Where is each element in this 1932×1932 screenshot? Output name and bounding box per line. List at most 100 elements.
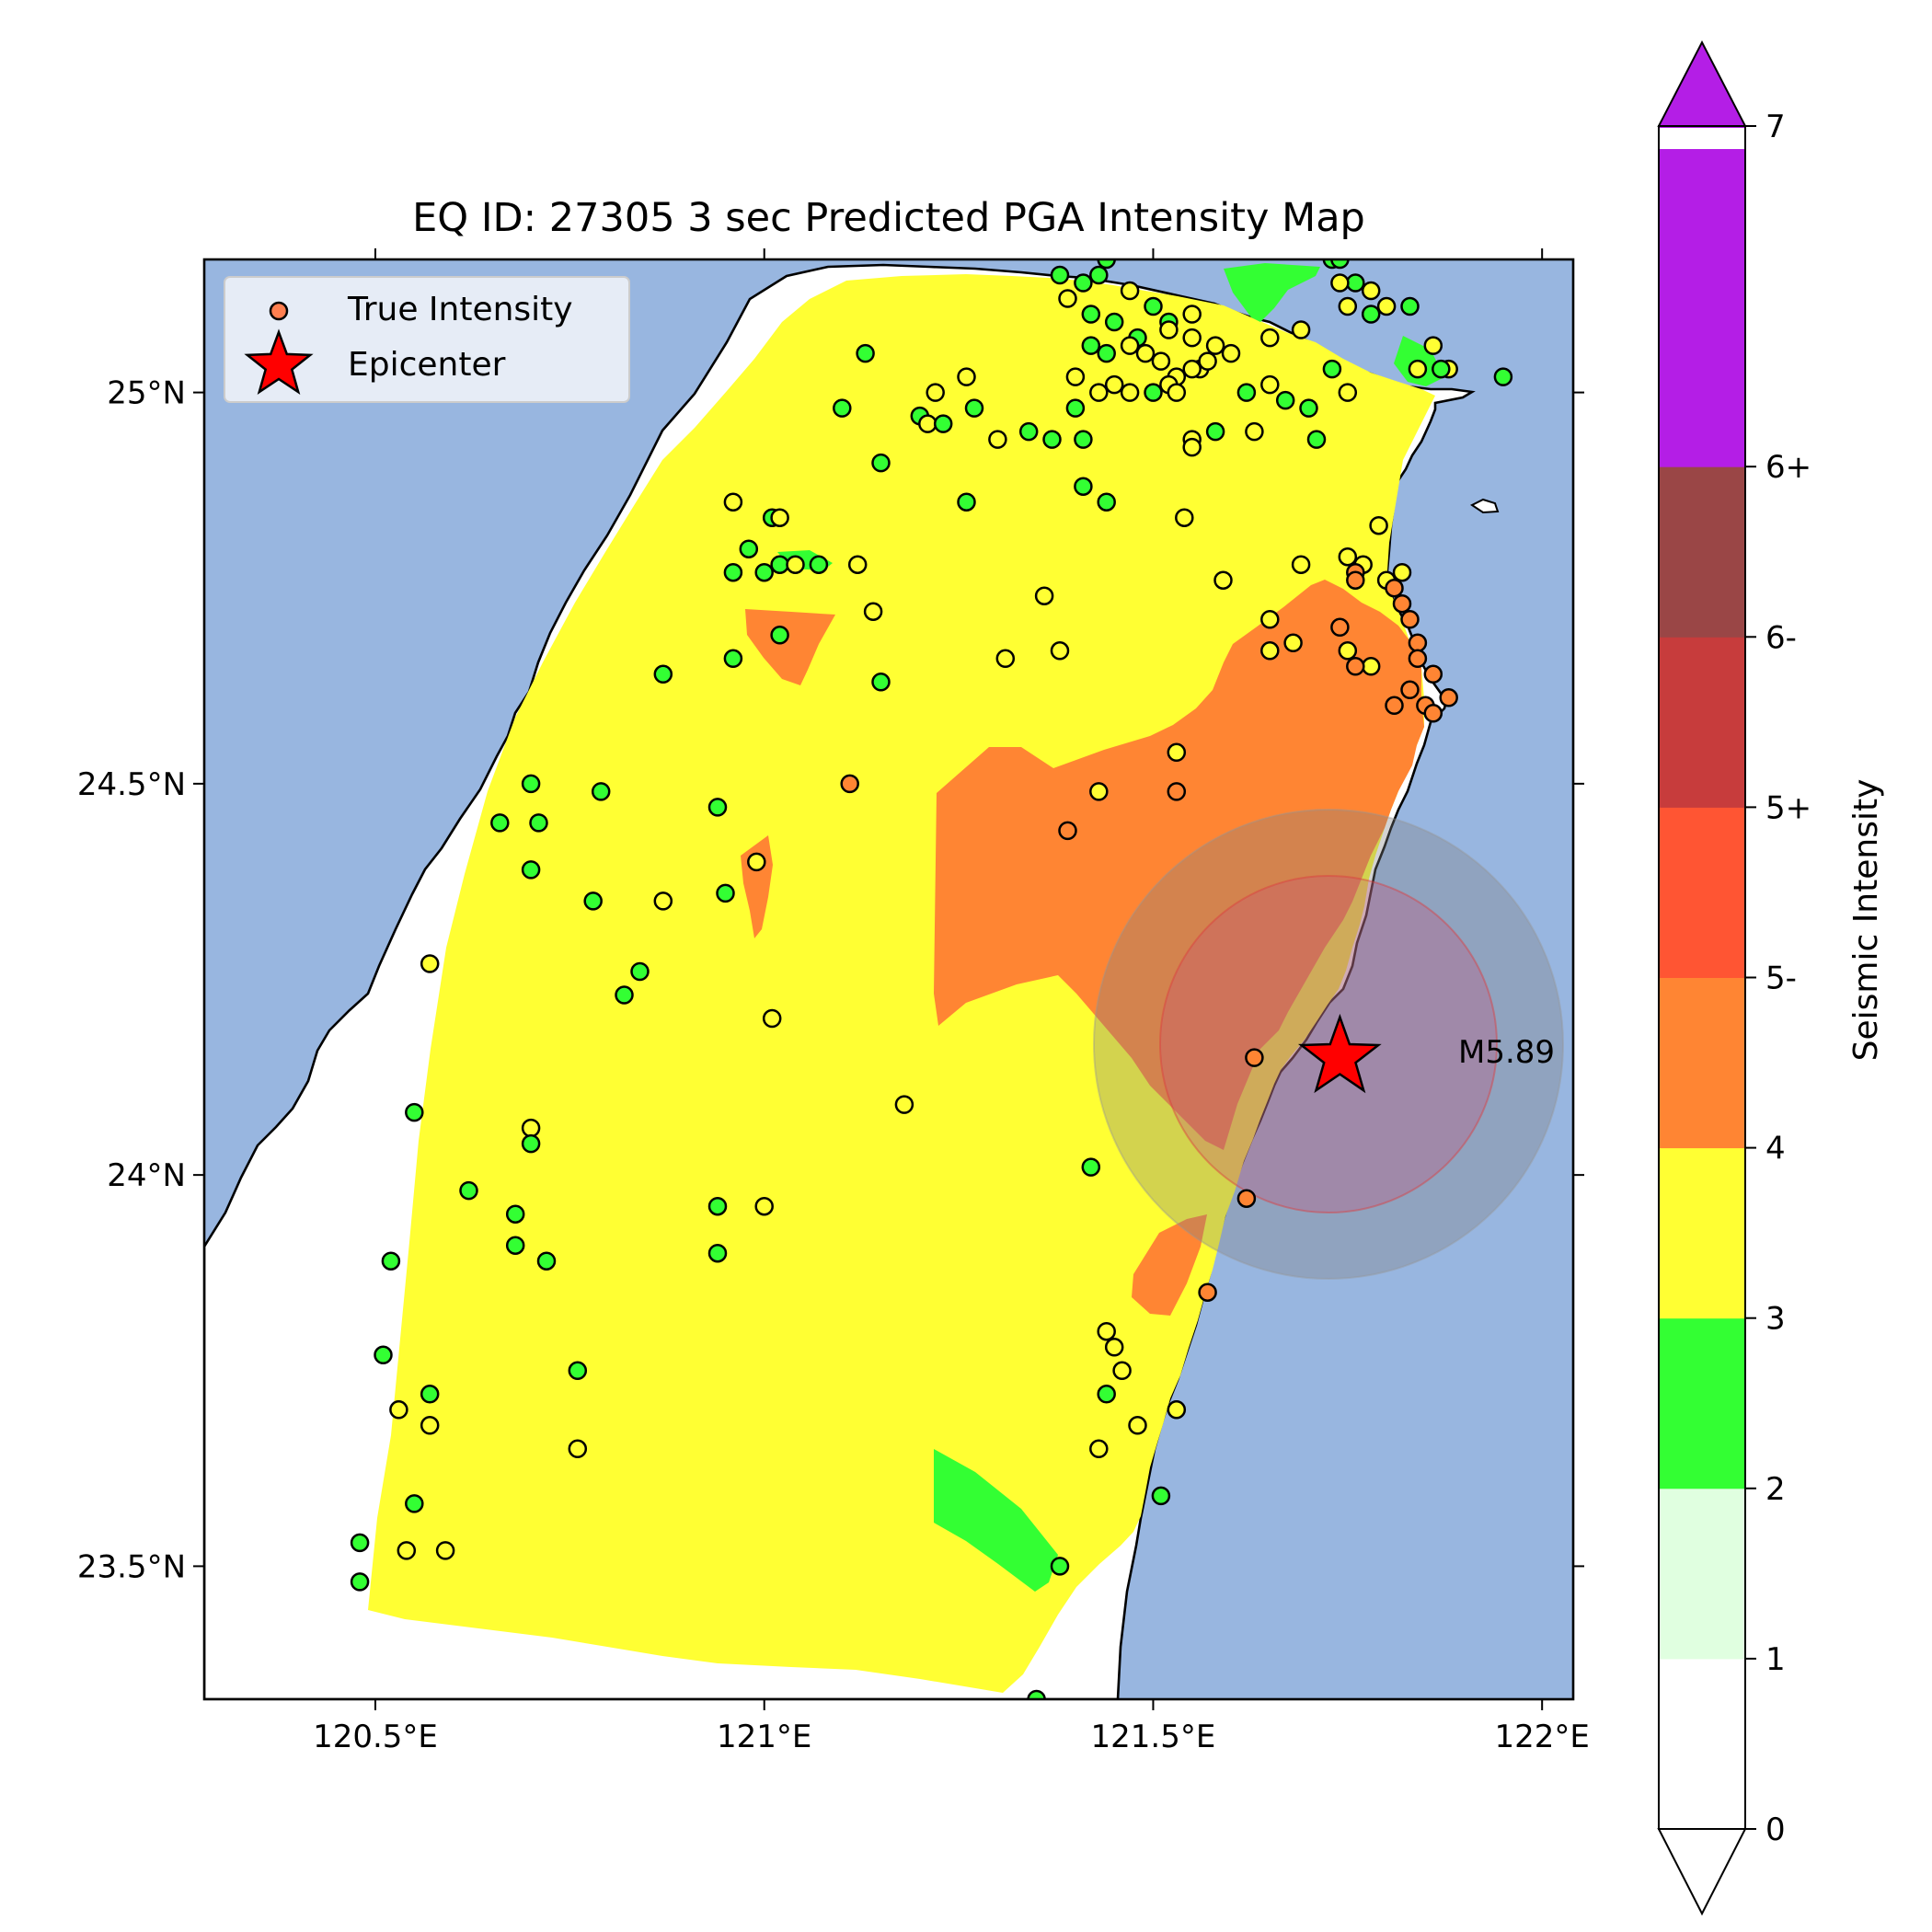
station-point xyxy=(1050,265,1070,285)
colorbar-band xyxy=(1659,126,1745,297)
station-point xyxy=(1182,437,1202,457)
station-point xyxy=(1198,1282,1217,1302)
station-point xyxy=(918,414,937,433)
station-point xyxy=(568,1361,588,1381)
station-point xyxy=(1330,259,1350,270)
intensity-2-patch-north xyxy=(1224,263,1320,322)
station-point xyxy=(1074,273,1093,293)
colorbar-tick-label: 7 xyxy=(1765,109,1786,145)
station-point xyxy=(754,562,774,582)
station-point xyxy=(1120,336,1140,355)
station-point xyxy=(1400,680,1420,700)
intensity-2-patch-south xyxy=(934,1449,1058,1592)
station-point xyxy=(1291,320,1311,339)
station-point xyxy=(1213,570,1233,590)
station-point xyxy=(350,1572,370,1592)
colorbar-tick-label: 1 xyxy=(1765,1641,1786,1678)
station-point xyxy=(1089,782,1109,801)
y-tick-label: 23.5°N xyxy=(77,1548,186,1585)
station-point xyxy=(1135,343,1156,363)
station-point xyxy=(505,1236,525,1255)
station-point xyxy=(1065,367,1086,386)
station-point xyxy=(957,367,976,386)
station-point xyxy=(1260,641,1280,661)
y-tick-label: 24°N xyxy=(107,1157,186,1194)
legend-true-intensity-marker xyxy=(269,301,289,321)
station-point xyxy=(894,1095,914,1114)
station-point xyxy=(389,1400,408,1420)
station-point xyxy=(1260,328,1280,348)
station-point xyxy=(1361,281,1381,301)
station-point xyxy=(957,492,976,512)
colorbar-tick-label: 3 xyxy=(1765,1301,1786,1338)
station-point xyxy=(770,555,789,574)
station-point xyxy=(1260,374,1280,395)
station-point xyxy=(856,343,875,363)
colorbar-top-extension xyxy=(1657,40,1747,127)
x-axis-ticks: 120.5°E 121°E 121.5°E 122°E xyxy=(313,248,1590,1755)
station-point xyxy=(1283,633,1303,653)
station-point xyxy=(847,555,868,574)
station-point xyxy=(381,1251,401,1271)
station-point xyxy=(1104,374,1124,395)
station-point xyxy=(521,860,541,880)
station-point xyxy=(1423,336,1443,355)
station-point xyxy=(1338,641,1358,661)
colorbar-tick-label: 2 xyxy=(1765,1471,1786,1508)
station-point xyxy=(1275,390,1295,410)
colorbar-bands xyxy=(1659,124,1745,1830)
station-point xyxy=(926,383,945,402)
station-point xyxy=(1236,1189,1257,1208)
map-title: EQ ID: 27305 3 sec Predicted PGA Intensi… xyxy=(412,195,1365,241)
station-point xyxy=(1338,296,1358,316)
station-point xyxy=(1205,421,1225,442)
station-point xyxy=(1423,664,1443,684)
station-point xyxy=(1065,398,1086,418)
map-plot-area xyxy=(204,259,1573,1699)
station-points xyxy=(350,259,1513,1699)
station-point xyxy=(1221,343,1241,363)
station-point xyxy=(1058,821,1077,841)
station-point xyxy=(1097,492,1116,512)
station-point xyxy=(374,1345,393,1365)
station-point xyxy=(1408,633,1428,653)
colorbar-tick-label: 5+ xyxy=(1765,789,1811,826)
epicenter-marker-group xyxy=(1297,1013,1382,1094)
magnitude-label: M5.89 xyxy=(1458,1034,1555,1071)
station-point xyxy=(1260,610,1280,629)
station-point xyxy=(871,673,891,692)
station-point xyxy=(863,602,883,621)
plot-frame xyxy=(202,258,1575,1701)
station-point xyxy=(1128,1416,1147,1435)
station-point xyxy=(490,813,510,833)
station-point xyxy=(1385,696,1404,716)
colorbar-band xyxy=(1659,807,1745,978)
station-point xyxy=(723,492,743,512)
station-point xyxy=(1097,259,1116,270)
station-point xyxy=(1346,570,1365,590)
station-point xyxy=(1439,688,1458,707)
station-point xyxy=(653,891,673,911)
station-point xyxy=(1338,546,1358,567)
station-point xyxy=(1097,1385,1116,1404)
station-point xyxy=(397,1541,417,1560)
x-tick-label: 120.5°E xyxy=(313,1719,438,1755)
station-point xyxy=(988,430,1007,449)
station-point xyxy=(1042,430,1062,449)
station-point xyxy=(833,398,852,418)
station-point xyxy=(435,1541,455,1560)
station-point xyxy=(1361,657,1381,676)
station-point xyxy=(1408,649,1428,669)
station-point xyxy=(568,1439,588,1459)
colorbar-band xyxy=(1659,1147,1745,1319)
station-point xyxy=(1097,1321,1116,1341)
station-point xyxy=(707,798,728,817)
station-point xyxy=(630,961,650,982)
station-point xyxy=(521,774,541,794)
station-point xyxy=(1081,336,1101,355)
station-point xyxy=(1050,1557,1070,1576)
station-point xyxy=(529,813,548,833)
station-point xyxy=(1074,430,1093,449)
station-point xyxy=(1432,359,1451,379)
